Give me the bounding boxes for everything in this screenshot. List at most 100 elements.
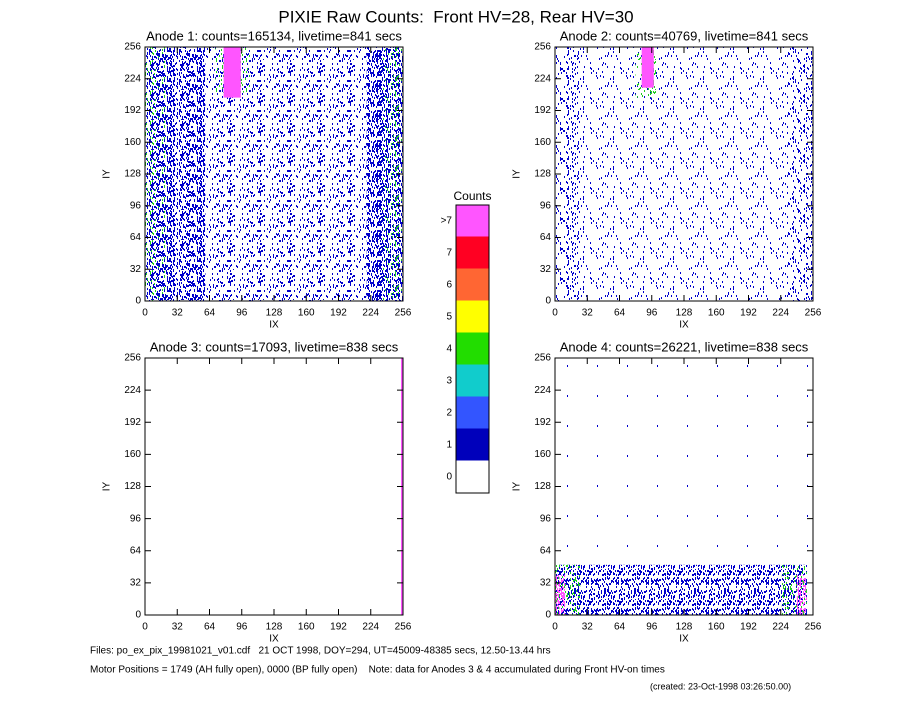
x-tick-label: 128	[266, 622, 283, 633]
x-tick-label: 192	[740, 622, 757, 633]
colorbar-frame	[455, 204, 490, 494]
colorbar-label: 2	[446, 408, 452, 419]
colorbar-label: >7	[441, 216, 453, 227]
panel-title: Anode 1: counts=165134, livetime=841 sec…	[146, 28, 402, 43]
x-tick-label: 160	[298, 308, 315, 319]
y-tick-label: 32	[130, 578, 142, 589]
y-tick-label: 192	[124, 417, 141, 428]
x-tick-label: 256	[805, 308, 822, 319]
count-region	[555, 574, 566, 615]
x-tick-label: 128	[676, 308, 693, 319]
colorbar-label: 6	[446, 280, 452, 291]
x-tick-label: 224	[362, 308, 379, 319]
y-tick-label: 224	[534, 385, 551, 396]
y-tick-label: 160	[534, 137, 551, 148]
x-tick-label: 128	[266, 308, 283, 319]
x-tick-label: 64	[614, 622, 626, 633]
colorbar-swatch	[455, 396, 490, 430]
y-tick-label: 32	[540, 578, 552, 589]
y-axis-label: IY	[102, 481, 113, 491]
y-tick-label: 0	[135, 296, 141, 307]
y-tick-label: 128	[534, 481, 551, 492]
colorbar-swatch	[455, 332, 490, 366]
y-tick-label: 32	[130, 264, 142, 275]
x-tick-label: 64	[204, 622, 216, 633]
x-tick-label: 160	[298, 622, 315, 633]
y-tick-label: 256	[534, 42, 551, 53]
footer-created: (created: 23-Oct-1998 03:26:50.00)	[650, 681, 791, 691]
x-tick-label: 160	[708, 622, 725, 633]
y-tick-label: 0	[135, 610, 141, 621]
x-tick-label: 256	[805, 622, 822, 633]
y-tick-label: 256	[124, 42, 141, 53]
y-tick-label: 64	[540, 232, 552, 243]
panel-title: Anode 2: counts=40769, livetime=841 secs	[560, 28, 809, 43]
y-tick-label: 224	[124, 73, 141, 84]
x-axis-label: IX	[269, 634, 279, 645]
x-tick-label: 0	[142, 622, 148, 633]
footer-files: Files: po_ex_pix_19981021_v01.cdf 21 OCT…	[90, 646, 551, 657]
x-axis-label: IX	[679, 320, 689, 331]
x-axis-label: IX	[269, 320, 279, 331]
x-tick-label: 192	[330, 308, 347, 319]
y-tick-label: 96	[130, 200, 142, 211]
x-tick-label: 0	[552, 622, 558, 633]
y-axis-label: IY	[512, 481, 523, 491]
panel-title: Anode 4: counts=26221, livetime=838 secs	[560, 339, 809, 354]
x-tick-label: 224	[772, 308, 789, 319]
colorbar-title: Counts	[453, 189, 491, 203]
y-tick-label: 0	[545, 296, 551, 307]
x-tick-label: 64	[614, 308, 626, 319]
y-tick-label: 64	[130, 545, 142, 556]
y-tick-label: 224	[534, 73, 551, 84]
page-title: PIXIE Raw Counts: Front HV=28, Rear HV=3…	[278, 7, 633, 26]
y-tick-label: 128	[124, 169, 141, 180]
y-tick-label: 160	[534, 449, 551, 460]
colorbar-swatch	[455, 428, 490, 462]
y-tick-label: 192	[534, 105, 551, 116]
y-tick-label: 224	[124, 385, 141, 396]
x-tick-label: 32	[582, 308, 594, 319]
colorbar-label: 4	[446, 344, 452, 355]
colorbar-label: 5	[446, 312, 452, 323]
y-tick-label: 192	[124, 105, 141, 116]
colorbar-label: 7	[446, 248, 452, 259]
panel-title: Anode 3: counts=17093, livetime=838 secs	[150, 339, 399, 354]
x-tick-label: 32	[172, 622, 184, 633]
x-tick-label: 160	[708, 308, 725, 319]
colorbar-swatch	[455, 204, 490, 238]
count-region	[796, 574, 807, 615]
x-tick-label: 0	[142, 308, 148, 319]
x-tick-label: 192	[740, 308, 757, 319]
x-tick-label: 224	[772, 622, 789, 633]
x-tick-label: 192	[330, 622, 347, 633]
y-axis-label: IY	[512, 169, 523, 179]
x-tick-label: 256	[395, 308, 412, 319]
count-region	[555, 564, 807, 615]
y-tick-label: 128	[534, 169, 551, 180]
x-tick-label: 96	[236, 622, 248, 633]
y-axis-label: IY	[102, 169, 113, 179]
x-tick-label: 224	[362, 622, 379, 633]
x-axis-label: IX	[679, 634, 689, 645]
colorbar-swatch	[455, 268, 490, 302]
x-tick-label: 128	[676, 622, 693, 633]
y-tick-label: 96	[540, 200, 552, 211]
y-tick-label: 160	[124, 137, 141, 148]
y-tick-label: 128	[124, 481, 141, 492]
x-tick-label: 96	[646, 308, 658, 319]
y-tick-label: 160	[124, 449, 141, 460]
y-tick-label: 96	[540, 513, 552, 524]
colorbar-label: 3	[446, 376, 452, 387]
x-tick-label: 256	[395, 622, 412, 633]
footer-motor: Motor Positions = 1749 (AH fully open), …	[90, 665, 665, 676]
colorbar-swatch	[455, 364, 490, 398]
x-tick-label: 32	[582, 622, 594, 633]
colorbar-label: 0	[446, 472, 452, 483]
count-region	[223, 47, 241, 98]
x-tick-label: 96	[646, 622, 658, 633]
count-region	[641, 47, 654, 88]
y-tick-label: 256	[124, 353, 141, 364]
colorbar-swatch	[455, 236, 490, 270]
